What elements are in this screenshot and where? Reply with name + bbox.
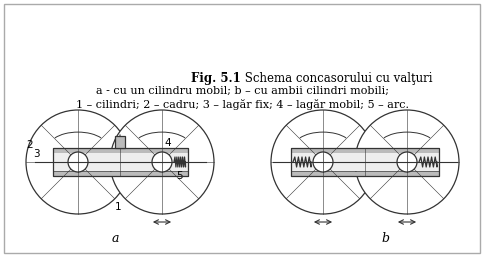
- Bar: [291, 148, 439, 176]
- Bar: [291, 171, 439, 176]
- Circle shape: [271, 110, 375, 214]
- Bar: [291, 148, 439, 153]
- Text: a - cu un cilindru mobil; b – cu ambii cilindri mobili;: a - cu un cilindru mobil; b – cu ambii c…: [95, 86, 389, 96]
- Text: Fig. 5.1: Fig. 5.1: [191, 72, 241, 85]
- Text: a: a: [111, 232, 119, 245]
- Text: 1: 1: [115, 202, 121, 212]
- Circle shape: [355, 110, 459, 214]
- Circle shape: [26, 110, 130, 214]
- Text: 5: 5: [176, 171, 182, 181]
- Circle shape: [110, 110, 214, 214]
- Text: 1 – cilindri; 2 – cadru; 3 – lagăr fix; 4 – lagăr mobil; 5 – arc.: 1 – cilindri; 2 – cadru; 3 – lagăr fix; …: [76, 99, 408, 110]
- Circle shape: [152, 152, 172, 172]
- Text: 4: 4: [164, 138, 171, 148]
- Text: 2: 2: [27, 140, 33, 150]
- Circle shape: [313, 152, 333, 172]
- Text: Schema concasorului cu valţuri: Schema concasorului cu valţuri: [241, 72, 433, 85]
- Bar: [52, 148, 187, 153]
- Circle shape: [68, 152, 88, 172]
- Circle shape: [397, 152, 417, 172]
- Text: 3: 3: [33, 149, 39, 159]
- Text: b: b: [381, 232, 389, 245]
- Bar: [291, 153, 439, 171]
- Bar: [52, 171, 187, 176]
- Bar: [52, 148, 187, 176]
- Bar: [115, 136, 125, 148]
- Bar: [52, 153, 187, 171]
